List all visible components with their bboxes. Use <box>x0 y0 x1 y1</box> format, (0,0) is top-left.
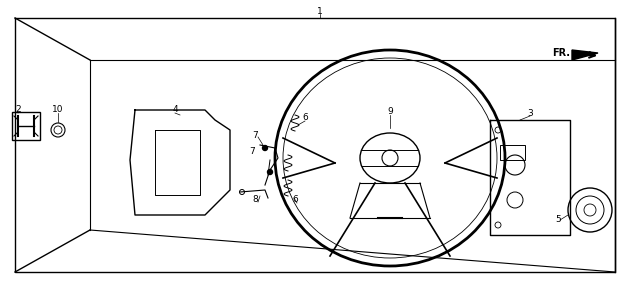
Text: 3: 3 <box>527 108 533 117</box>
Text: 7: 7 <box>249 148 255 156</box>
Text: 6: 6 <box>292 195 298 205</box>
Text: 1: 1 <box>317 7 323 15</box>
Bar <box>12 112 40 140</box>
Polygon shape <box>572 50 598 60</box>
Text: FR.: FR. <box>552 48 570 58</box>
Circle shape <box>268 170 273 174</box>
Text: 4: 4 <box>172 106 178 115</box>
Bar <box>500 145 525 160</box>
Text: 10: 10 <box>52 106 64 115</box>
Text: 5: 5 <box>555 216 561 224</box>
Text: 7: 7 <box>252 131 258 139</box>
Text: 9: 9 <box>387 108 393 117</box>
Text: 6: 6 <box>302 113 308 123</box>
Text: 8: 8 <box>252 195 258 205</box>
Text: 2: 2 <box>15 106 21 115</box>
Circle shape <box>262 146 268 150</box>
